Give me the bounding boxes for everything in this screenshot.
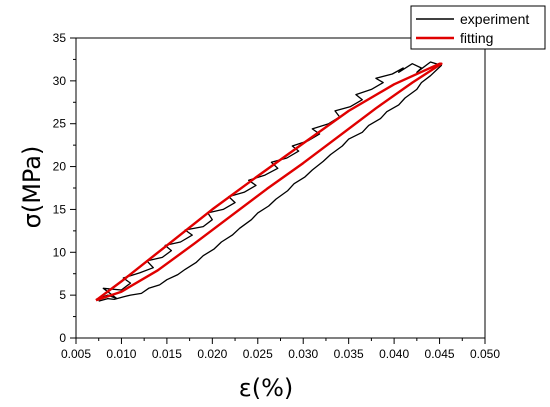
y-tick-label: 15: [53, 202, 67, 216]
x-tick-label: 0.035: [334, 347, 364, 361]
series-line-fitting: [95, 62, 443, 302]
legend-label-experiment: experiment: [460, 11, 529, 27]
legend-box: [410, 5, 546, 50]
x-tick-label: 0.010: [106, 347, 136, 361]
x-axis-title: ε(%): [239, 374, 294, 402]
y-axis-title: σ(MPa): [18, 146, 46, 229]
x-tick-label: 0.005: [61, 347, 91, 361]
plot-area: [75, 37, 486, 339]
y-tick-label: 25: [53, 117, 67, 131]
legend: experiment fitting: [410, 5, 546, 50]
x-tick-label: 0.020: [197, 347, 227, 361]
y-tick-label: 5: [59, 288, 66, 302]
y-tick-label: 0: [59, 331, 66, 345]
x-tick-label: 0.015: [152, 347, 182, 361]
y-tick-label: 10: [53, 245, 67, 259]
x-tick-label: 0.050: [470, 347, 500, 361]
y-tick-label: 30: [53, 74, 67, 88]
y-tick-label: 20: [53, 160, 67, 174]
x-tick-label: 0.025: [243, 347, 273, 361]
x-tick-label: 0.045: [425, 347, 455, 361]
y-tick-label: 35: [53, 31, 67, 45]
x-tick-label: 0.030: [288, 347, 318, 361]
series-line-experiment: [95, 61, 443, 302]
legend-label-fitting: fitting: [460, 30, 493, 46]
x-tick-label: 0.040: [379, 347, 409, 361]
